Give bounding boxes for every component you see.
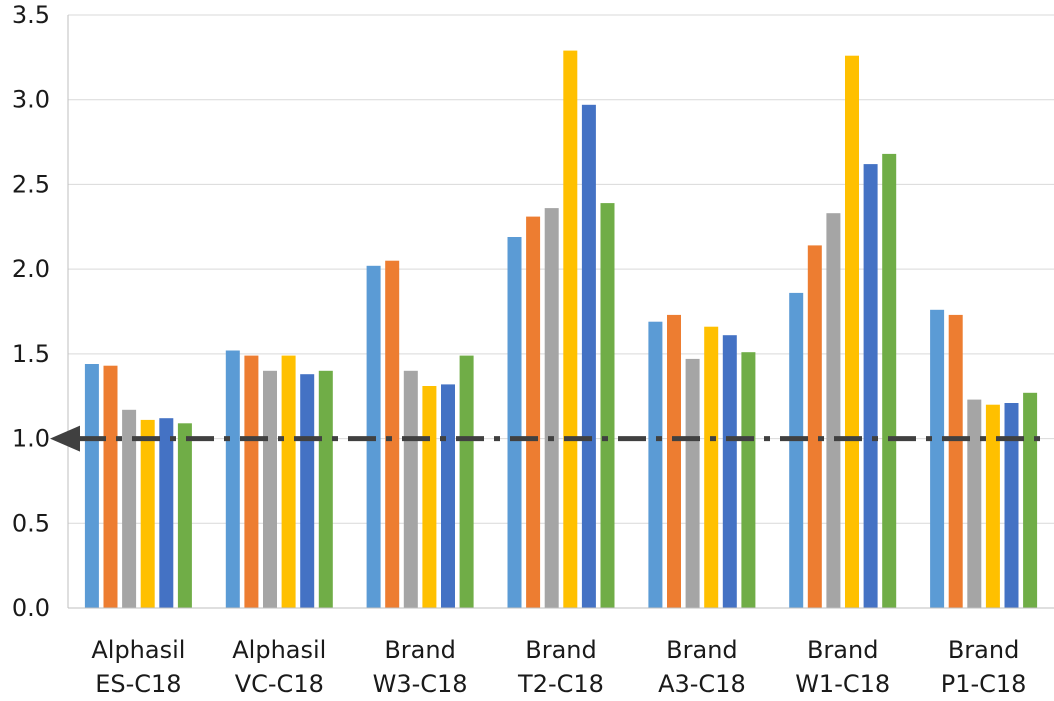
gridlines (68, 14, 1054, 524)
bar-series (84, 50, 1038, 609)
x-category-label: Brand (948, 636, 1019, 664)
bar (685, 358, 700, 608)
y-tick-label: 3.0 (12, 86, 50, 114)
bar (300, 374, 315, 608)
bar (1004, 403, 1019, 608)
bar (807, 245, 822, 608)
bar (845, 55, 859, 608)
bar (281, 355, 296, 608)
bar (930, 309, 945, 608)
bar (122, 409, 137, 608)
bar (159, 418, 174, 608)
bar (318, 370, 333, 608)
x-category-label: Brand (666, 636, 737, 664)
bar (422, 386, 437, 608)
bar (441, 384, 455, 608)
y-tick-label: 0.0 (12, 594, 50, 622)
x-axis-category-labels: Alphasil ES-C18 Alphasil VC-C18 Brand W3-C18 B… (91, 636, 1026, 698)
bar (882, 153, 897, 608)
y-tick-label: 0.5 (12, 509, 50, 537)
y-tick-label: 2.0 (12, 255, 50, 283)
x-category-label: VC-C18 (235, 670, 324, 698)
bar (385, 260, 400, 608)
bar (526, 216, 541, 608)
bar (741, 352, 756, 608)
bar (103, 365, 118, 608)
x-category-label: ES-C18 (95, 670, 181, 698)
reference-line (50, 425, 1050, 452)
bar (84, 364, 99, 608)
x-category-label: Alphasil (91, 636, 185, 664)
x-category-label: Alphasil (232, 636, 326, 664)
y-tick-label: 3.5 (12, 1, 50, 29)
x-category-label: Brand (384, 636, 455, 664)
bar (544, 208, 559, 608)
y-tick-label: 1.0 (12, 425, 50, 453)
x-category-label: T2-C18 (517, 670, 604, 698)
bar (648, 321, 663, 608)
bar (600, 203, 615, 608)
bar (948, 314, 963, 608)
bar (507, 237, 522, 608)
y-tick-label: 2.5 (12, 170, 50, 198)
y-tick-label: 1.5 (12, 340, 50, 368)
x-category-label: A3-C18 (658, 670, 746, 698)
bar (225, 350, 240, 608)
bar (140, 419, 155, 608)
bar (1023, 392, 1038, 608)
bar (563, 50, 578, 609)
x-category-label: P1-C18 (941, 670, 1027, 698)
bar (581, 104, 596, 609)
bar (826, 213, 841, 608)
bar (704, 326, 719, 608)
bar (263, 370, 277, 608)
bar (667, 314, 681, 608)
bar (177, 423, 192, 608)
x-category-label: W1-C18 (795, 670, 890, 698)
bar (789, 292, 804, 608)
bar (244, 355, 259, 608)
bar (985, 404, 1000, 608)
x-category-label: W3-C18 (373, 670, 468, 698)
x-category-label: Brand (525, 636, 596, 664)
reference-arrow-icon (50, 425, 80, 452)
bar (722, 335, 737, 608)
bar (403, 370, 418, 608)
bar (459, 355, 474, 608)
bar (863, 164, 878, 608)
bar (967, 399, 982, 608)
y-axis-tick-labels: 0.0 0.5 1.0 1.5 2.0 2.5 3.0 3.5 (12, 1, 50, 622)
axes (67, 15, 1054, 609)
x-category-label: Brand (807, 636, 878, 664)
